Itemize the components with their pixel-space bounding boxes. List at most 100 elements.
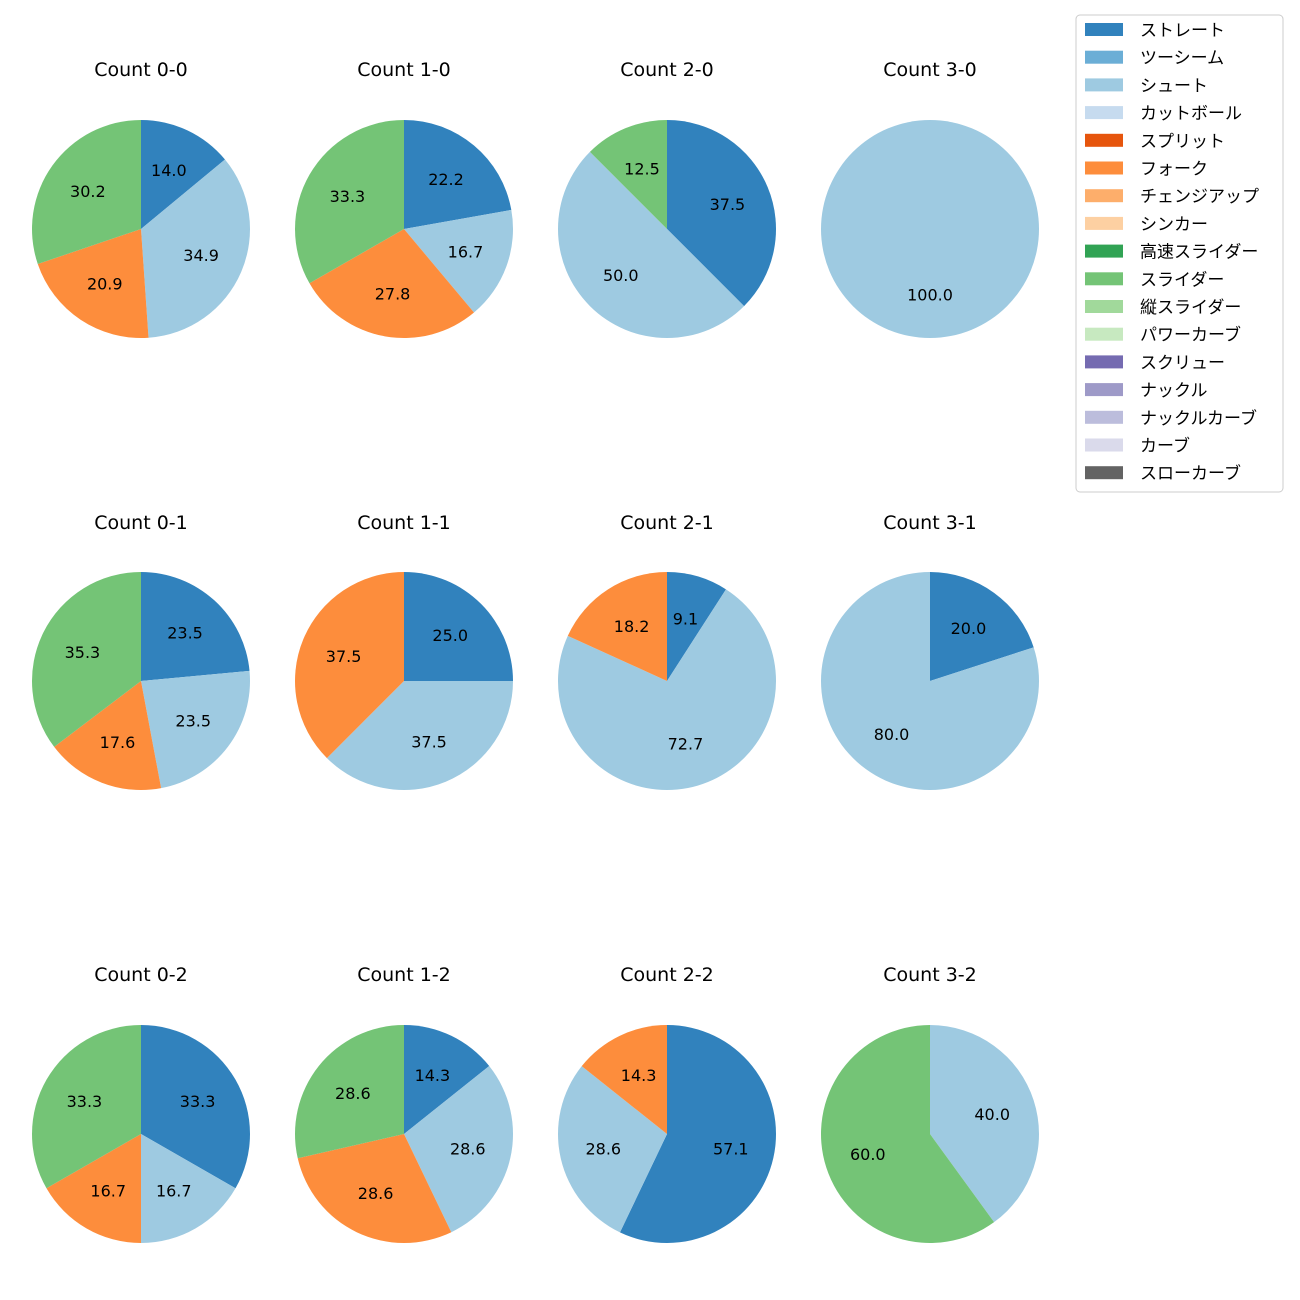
legend-entry: シュート: [1085, 76, 1208, 96]
legend-entry: ナックル: [1085, 381, 1208, 401]
pie-slice-count-1-2-1: [404, 1066, 513, 1233]
legend-label: ストレート: [1140, 21, 1225, 41]
legend-items: ストレートツーシームシュートカットボールスプリットフォークチェンジアップシンカー…: [1085, 21, 1259, 484]
legend-swatch: [1085, 189, 1123, 203]
pie-slice-count-0-1-3: [32, 572, 141, 747]
legend-label: フォーク: [1140, 160, 1208, 180]
slice-label: 9.1: [673, 609, 698, 628]
slice-label: 50.0: [603, 266, 639, 285]
slice-label: 18.2: [614, 617, 650, 636]
slice-label: 14.3: [415, 1066, 451, 1085]
pie-slice-count-2-0-1: [558, 151, 745, 339]
pie-slice-count-3-1-0: [930, 572, 1034, 681]
slice-label: 16.7: [156, 1182, 192, 1201]
legend-label: チェンジアップ: [1140, 187, 1259, 207]
pie-slice-count-3-2-1: [821, 1025, 995, 1243]
pie-count-3-0: Count 3-0 100.0: [821, 59, 1039, 338]
pie-count-3-1: Count 3-1 20.0 80.0: [820, 512, 1039, 790]
pie-slice-count-2-2-2: [581, 1025, 667, 1134]
legend-swatch: [1085, 50, 1123, 64]
slice-label: 33.3: [67, 1092, 103, 1111]
pie-count-1-0: Count 1-0 22.2 16.7 27.8 33.3: [294, 59, 513, 338]
pies-layer: Count 0-0 14.0 34.9 20.9 30.2 Count 1-0 22.2 16…: [31, 59, 1039, 1243]
pie-slice-count-3-0-0: [821, 120, 1039, 338]
pie-slice-count-2-1-2: [567, 572, 667, 681]
pie-slice-count-1-0-3: [294, 120, 404, 284]
legend-label: ナックル: [1140, 381, 1208, 401]
pie-slice-count-0-0-1: [141, 159, 250, 338]
slice-label: 16.7: [448, 242, 484, 261]
pie-slice-count-2-0-0: [667, 120, 776, 307]
slice-label: 33.3: [330, 187, 366, 206]
legend-swatch: [1085, 23, 1123, 36]
pie-slice-count-1-1-0: [404, 572, 513, 681]
pie-slice-count-0-2-0: [141, 1025, 250, 1189]
legend-swatch: [1085, 410, 1123, 424]
slice-label: 37.5: [411, 732, 447, 751]
pie-slice-count-0-1-2: [54, 681, 162, 790]
slice-label: 57.1: [713, 1139, 749, 1158]
slice-label: 20.0: [951, 619, 987, 638]
legend-swatch: [1085, 300, 1123, 313]
slice-label: 23.5: [167, 624, 203, 643]
pie-slice-count-3-2-0: [930, 1025, 1039, 1223]
legend-entry: パワーカーブ: [1085, 325, 1241, 346]
legend-swatch: [1085, 78, 1123, 92]
slice-label: 16.7: [90, 1182, 126, 1201]
legend-swatch: [1085, 327, 1123, 341]
legend-entry: シンカー: [1085, 215, 1208, 235]
legend-swatch: [1085, 383, 1123, 397]
legend-entry: ツーシーム: [1085, 49, 1224, 69]
legend-swatch: [1085, 161, 1123, 175]
pie-count-3-2: Count 3-2 40.0 60.0: [821, 964, 1039, 1243]
slice-label: 23.5: [175, 711, 211, 730]
pie-title: Count 3-1: [883, 512, 977, 534]
pie-slice-count-2-1-0: [667, 572, 726, 681]
pie-title: Count 1-0: [357, 59, 451, 81]
legend-label: スライダー: [1140, 270, 1224, 290]
legend-entry: スプリット: [1085, 132, 1225, 152]
pie-count-1-1: Count 1-1 25.0 37.5 37.5: [295, 512, 513, 790]
pie-slice-count-1-0-1: [404, 209, 513, 313]
legend-label: スローカーブ: [1140, 463, 1241, 484]
pie-slice-count-1-1-2: [295, 572, 404, 759]
pie-title: Count 0-0: [94, 59, 188, 81]
pie-title: Count 1-1: [357, 512, 451, 534]
pie-slice-count-0-2-3: [32, 1025, 141, 1189]
legend-entry: ストレート: [1085, 21, 1225, 41]
legend-frame: [1075, 14, 1284, 493]
slice-label: 34.9: [183, 246, 219, 265]
legend-swatch: [1085, 106, 1123, 120]
pie-slice-count-1-2-0: [404, 1025, 490, 1134]
pie-slice-count-2-2-1: [557, 1066, 667, 1233]
pie-title: Count 2-0: [620, 59, 714, 81]
pie-slice-count-1-2-3: [295, 1025, 404, 1159]
slice-label: 20.9: [87, 274, 123, 293]
slice-label: 14.3: [621, 1066, 657, 1085]
slice-label: 28.6: [358, 1184, 394, 1203]
legend-entry: カーブ: [1085, 436, 1190, 457]
pie-slice-count-1-1-1: [326, 681, 513, 790]
slice-label: 37.5: [710, 195, 746, 214]
pie-title: Count 3-2: [883, 964, 977, 986]
legend-label: パワーカーブ: [1140, 325, 1241, 346]
legend-swatch: [1085, 244, 1123, 258]
pie-slice-count-2-1-1: [558, 589, 776, 791]
pie-slice-count-0-2-1: [141, 1134, 236, 1243]
legend-label: カーブ: [1140, 436, 1190, 457]
legend-entry: スクリュー: [1085, 353, 1225, 373]
slice-label: 72.7: [668, 735, 704, 754]
legend-entry: フォーク: [1085, 160, 1208, 180]
slice-label: 17.6: [100, 733, 136, 752]
legend-swatch: [1085, 272, 1123, 286]
legend-label: ツーシーム: [1140, 49, 1224, 69]
slice-label: 28.6: [450, 1140, 486, 1159]
pie-slice-count-0-0-3: [31, 120, 141, 264]
pie-count-0-2: Count 0-2 33.3 16.7 16.7 33.3: [32, 964, 250, 1243]
pie-count-1-2: Count 1-2 14.3 28.6 28.6 28.6: [295, 964, 513, 1243]
pie-count-2-2: Count 2-2 57.1 28.6 14.3: [557, 964, 776, 1243]
legend-swatch: [1085, 355, 1123, 369]
slice-label: 30.2: [70, 182, 106, 201]
legend-entry: スライダー: [1085, 270, 1224, 290]
